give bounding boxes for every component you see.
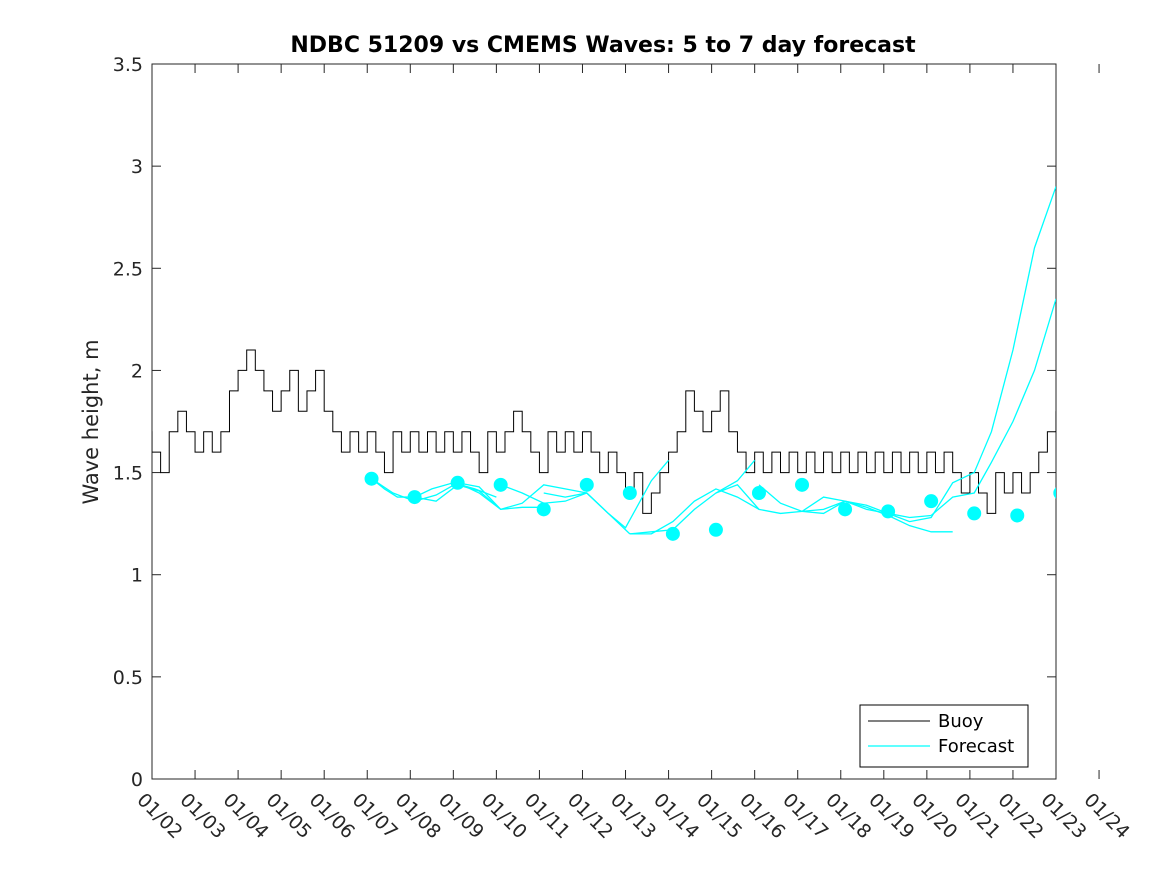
y-tick-label: 3.5 — [113, 54, 143, 76]
forecast-marker — [967, 506, 982, 521]
x-tick-label: 01/09 — [434, 789, 488, 843]
forecast-marker — [708, 522, 723, 537]
forecast-series-line — [414, 484, 544, 511]
forecast-marker — [838, 502, 853, 517]
x-tick-label: 01/13 — [606, 789, 660, 843]
x-tick-label: 01/16 — [735, 789, 789, 843]
forecast-marker — [622, 486, 637, 500]
x-tick-label: 01/10 — [477, 789, 531, 843]
x-tick-label: 01/17 — [778, 789, 832, 843]
x-tick-label: 01/06 — [305, 789, 359, 843]
forecast-series-line — [457, 482, 587, 511]
x-tick-label: 01/24 — [1080, 789, 1134, 843]
forecast-marker — [665, 526, 680, 541]
x-tick-label: 01/18 — [821, 789, 875, 843]
x-tick-label: 01/23 — [1036, 789, 1090, 843]
x-tick-label: 01/22 — [993, 789, 1047, 843]
forecast-series-line — [758, 484, 889, 515]
plot-frame — [151, 63, 1057, 780]
forecast-marker — [881, 504, 896, 519]
x-tick-label: 01/04 — [219, 789, 273, 843]
forecast-marker — [364, 471, 379, 486]
forecast-series-line — [801, 500, 932, 519]
forecast-series-line — [887, 186, 1056, 523]
y-axis-label: Wave height, m — [79, 339, 103, 504]
y-tick-label: 2 — [131, 360, 143, 382]
forecast-marker — [924, 494, 939, 509]
forecast-series-line — [500, 484, 631, 535]
x-tick-label: 01/21 — [950, 789, 1004, 843]
x-tick-label: 01/03 — [176, 789, 230, 843]
x-tick-label: 01/19 — [864, 789, 918, 843]
forecast-series-line — [629, 488, 760, 535]
forecast-series-line — [371, 478, 502, 510]
forecast-marker — [450, 475, 465, 490]
forecast-marker — [536, 502, 551, 517]
forecast-marker — [407, 490, 422, 505]
forecast-series-line — [543, 459, 670, 529]
buoy-series-line — [152, 349, 1056, 514]
x-tick-label: 01/02 — [132, 789, 186, 843]
x-tick-label: 01/05 — [262, 789, 316, 843]
legend-box — [859, 704, 1029, 768]
legend: Buoy Forecast — [859, 704, 1029, 768]
legend-forecast-label: Forecast — [938, 736, 1014, 757]
chart-title: NDBC 51209 vs CMEMS Waves: 5 to 7 day fo… — [290, 33, 916, 58]
forecast-series-line — [930, 298, 1056, 516]
y-tick-label: 1.5 — [113, 463, 143, 485]
forecast-series-line — [715, 484, 846, 515]
legend-buoy-label: Buoy — [938, 711, 984, 732]
x-tick-label: 01/08 — [391, 789, 445, 843]
y-tick-label: 1 — [131, 565, 143, 587]
forecast-marker — [493, 477, 508, 492]
y-tick-label: 0.5 — [113, 667, 143, 689]
y-tick-label: 3 — [131, 156, 143, 178]
forecast-marker — [579, 477, 594, 492]
x-tick-label: 01/12 — [563, 789, 617, 843]
x-tick-label: 01/15 — [692, 789, 746, 843]
x-tick-label: 01/11 — [520, 789, 574, 843]
forecast-series-line — [371, 478, 497, 498]
x-tick-label: 01/14 — [649, 789, 703, 843]
x-tick-label: 01/20 — [907, 789, 961, 843]
forecast-series-line — [629, 459, 756, 535]
series-group — [152, 186, 1056, 541]
y-tick-label: 0 — [131, 769, 143, 791]
forecast-series-line — [844, 500, 953, 533]
x-tick-label: 01/07 — [348, 789, 402, 843]
y-tick-label: 2.5 — [113, 258, 143, 280]
forecast-marker — [1010, 508, 1025, 523]
forecast-marker — [1053, 487, 1056, 499]
forecast-marker — [795, 477, 810, 492]
forecast-marker — [751, 486, 766, 500]
